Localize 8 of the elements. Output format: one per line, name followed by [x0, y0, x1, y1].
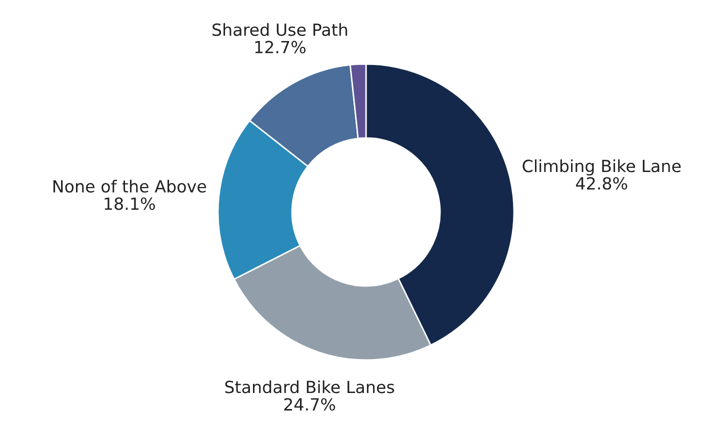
slice-label: Climbing Bike Lane	[522, 159, 681, 176]
data-label: 42.8%	[576, 177, 628, 190]
slice-label: Shared Use Path	[212, 23, 348, 36]
data-label: 24.7%	[284, 398, 336, 411]
data-label: 12.7%	[255, 40, 306, 54]
slice-label: None of the Above	[53, 180, 206, 193]
slice-label: Standard Bike Lanes	[225, 380, 394, 394]
data-label: 18.1%	[104, 197, 155, 210]
